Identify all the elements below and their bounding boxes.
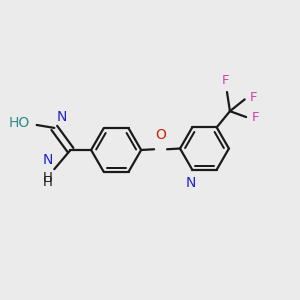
Text: HO: HO [9, 116, 30, 130]
Text: H: H [43, 171, 53, 184]
Text: O: O [155, 128, 166, 142]
Text: F: F [251, 111, 259, 124]
Text: N: N [57, 110, 67, 124]
Text: H: H [43, 176, 53, 189]
Text: N: N [186, 176, 196, 190]
Text: F: F [250, 92, 257, 104]
Text: F: F [222, 74, 229, 87]
Text: N: N [43, 153, 53, 167]
